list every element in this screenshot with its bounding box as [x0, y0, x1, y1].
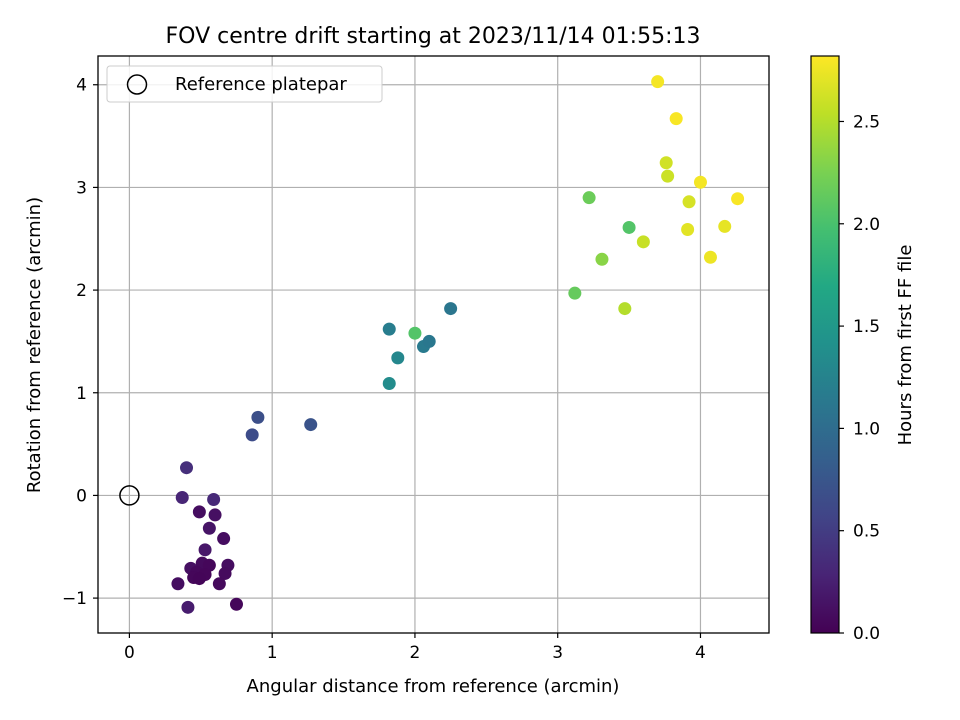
reference-platepar-marker — [119, 485, 140, 506]
plot-frame — [97, 55, 770, 634]
data-point — [198, 543, 212, 557]
data-point — [245, 428, 259, 442]
legend-box — [106, 65, 383, 103]
data-point — [192, 505, 206, 519]
colorbar-tick-label: 1.0 — [853, 419, 880, 439]
y-tick-label: 4 — [76, 76, 87, 96]
x-axis-ticks: 0 1 2 3 4 — [124, 633, 706, 663]
data-point — [422, 334, 436, 348]
colorbar-tick-label: 0.0 — [853, 624, 880, 644]
colorbar-gradient — [811, 56, 839, 633]
data-point — [693, 175, 707, 189]
data-point — [382, 322, 396, 336]
data-point — [408, 326, 422, 340]
data-point — [718, 219, 732, 233]
data-point — [212, 577, 226, 591]
y-tick-label: 2 — [76, 281, 87, 301]
legend-marker-icon — [126, 74, 148, 95]
data-point — [682, 195, 696, 209]
data-point — [208, 508, 222, 522]
data-point — [192, 572, 206, 586]
data-point — [229, 597, 243, 611]
data-point — [207, 493, 221, 507]
data-point — [382, 377, 396, 391]
data-point — [669, 112, 683, 126]
data-point — [622, 220, 636, 234]
data-point — [703, 250, 717, 264]
colorbar-ticks: 0.0 0.5 1.0 1.5 2.0 2.5 — [839, 112, 880, 644]
data-point — [217, 532, 231, 546]
legend-label: Reference platepar — [175, 74, 347, 95]
x-tick-label: 1 — [267, 643, 278, 663]
data-point — [661, 169, 675, 183]
colorbar-frame — [810, 55, 840, 634]
data-point — [391, 351, 405, 365]
data-point — [202, 521, 216, 535]
data-points — [171, 75, 745, 614]
data-point — [171, 577, 185, 591]
chart-title: FOV centre drift starting at 2023/11/14 … — [166, 24, 701, 49]
x-axis-label: Angular distance from reference (arcmin) — [247, 676, 620, 697]
data-point — [181, 600, 195, 614]
y-tick-label: −1 — [62, 589, 87, 609]
data-point — [582, 191, 596, 205]
data-point — [251, 410, 265, 424]
y-tick-label: 0 — [76, 486, 87, 506]
data-point — [180, 461, 194, 475]
data-point — [595, 252, 609, 266]
y-tick-label: 1 — [76, 384, 87, 404]
data-point — [175, 490, 189, 504]
data-point — [444, 302, 458, 316]
colorbar-tick-label: 0.5 — [853, 522, 880, 542]
data-point — [651, 75, 665, 89]
plot-area: 0 1 2 3 4 −1 0 1 2 3 4 — [62, 55, 770, 663]
x-tick-label: 4 — [695, 643, 706, 663]
data-point — [636, 235, 650, 249]
data-point — [618, 302, 632, 316]
data-point — [659, 156, 673, 170]
colorbar-label: Hours from first FF file — [895, 245, 916, 446]
x-tick-label: 2 — [410, 643, 421, 663]
x-tick-label: 0 — [124, 643, 135, 663]
data-point — [681, 223, 695, 237]
x-tick-label: 3 — [552, 643, 563, 663]
data-point — [568, 286, 582, 300]
data-point — [218, 566, 232, 580]
colorbar: 0.0 0.5 1.0 1.5 2.0 2.5 Hours from first FF f… — [810, 55, 916, 644]
legend: Reference platepar — [106, 65, 383, 103]
y-axis-label: Rotation from reference (arcmin) — [24, 197, 45, 493]
y-tick-label: 3 — [76, 178, 87, 198]
data-point — [731, 192, 745, 206]
y-axis-ticks: −1 0 1 2 3 4 — [62, 76, 98, 609]
data-point — [304, 418, 318, 432]
colorbar-tick-label: 1.5 — [853, 317, 880, 337]
colorbar-tick-label: 2.5 — [853, 112, 880, 132]
colorbar-tick-label: 2.0 — [853, 215, 880, 235]
